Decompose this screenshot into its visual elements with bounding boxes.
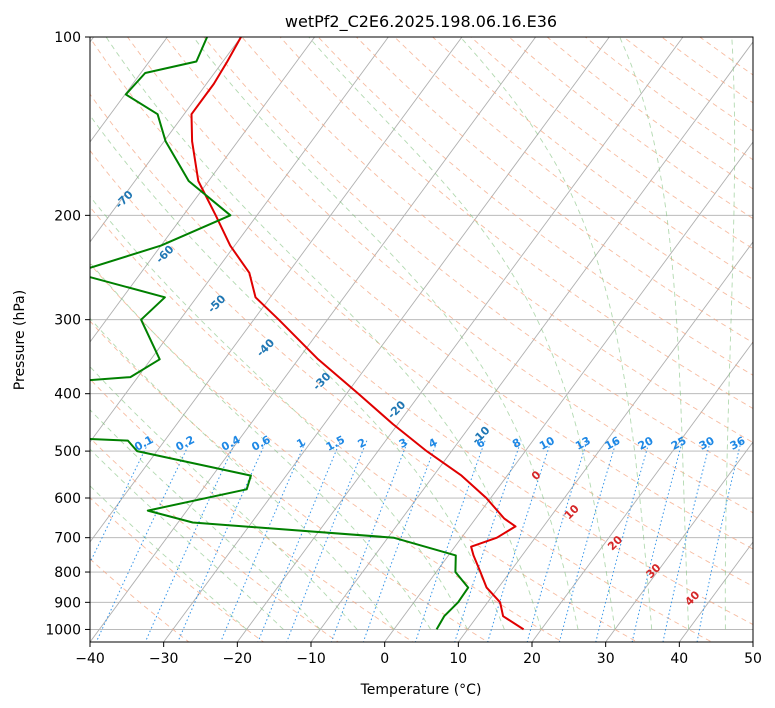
y-tick-label: 700 (54, 531, 81, 547)
x-tick-label: 50 (744, 651, 762, 667)
dry-adiabat (165, 37, 753, 514)
dry-adiabat (90, 93, 753, 626)
dry-adiabat (279, 37, 753, 410)
x-tick-label: 10 (449, 651, 467, 667)
isotherm (384, 141, 753, 642)
x-axis: −40 −30 −20 −10 0 10 20 30 40 50 (75, 642, 762, 667)
isotherm (90, 37, 168, 143)
dewpoint-profile (90, 37, 470, 630)
mixing-ratio-line (95, 440, 192, 642)
mixing-ratio-line (177, 440, 267, 642)
moist-adiabat (619, 37, 690, 630)
y-tick-label: 300 (54, 313, 81, 329)
x-tick-label: 30 (597, 651, 615, 667)
x-tick-label: −20 (223, 651, 253, 667)
mixing-ratio-label: 36 (728, 434, 748, 453)
y-tick-label: 400 (54, 387, 81, 403)
y-tick-label: 200 (54, 208, 81, 224)
y-tick-label: 100 (54, 30, 81, 46)
mixing-ratio-label: 16 (603, 434, 623, 453)
x-tick-label: 40 (670, 651, 688, 667)
moist-adiabat (105, 37, 542, 630)
x-axis-label: Temperature (°C) (360, 682, 482, 698)
moist-adiabat (460, 37, 653, 630)
mixing-ratio-line (487, 440, 552, 642)
isotherm (90, 37, 537, 642)
moist-adiabat (90, 366, 358, 630)
mixing-ratio-line (220, 440, 307, 642)
y-axis: 100 200 300 400 500 600 700 800 900 1000 (45, 30, 90, 638)
mixing-ratio-line (631, 440, 684, 642)
mixing-ratio-line (595, 440, 650, 642)
isotherm (605, 441, 753, 642)
dry-adiabat (90, 437, 339, 642)
mixing-ratio-line (414, 440, 486, 642)
dry-adiabat (90, 206, 638, 642)
dry-adiabat (203, 37, 753, 478)
mixing-ratio-line (558, 440, 617, 642)
y-axis-label: Pressure (hPa) (12, 290, 28, 390)
mixing-ratio-line (144, 440, 237, 642)
mixing-ratio-label: 13 (573, 434, 593, 453)
isotherm (90, 37, 389, 443)
dry-adiabat (355, 37, 753, 344)
moist-adiabat (308, 37, 616, 630)
mixing-ratio-line (90, 440, 150, 564)
mixing-ratio-line (526, 440, 588, 642)
dry-adiabat (90, 149, 713, 642)
x-tick-label: 20 (523, 651, 541, 667)
mixing-ratio-label: 10 (537, 434, 557, 453)
moist-adiabat (90, 261, 432, 630)
chart-title: wetPf2_C2E6.2025.198.06.16.E36 (285, 12, 557, 32)
moist-adiabat (724, 37, 736, 630)
isotherm (90, 37, 316, 343)
moist-adiabat (192, 37, 579, 630)
y-tick-label: 900 (54, 595, 81, 611)
y-tick-label: 800 (54, 565, 81, 581)
moist-adiabat (90, 448, 284, 630)
dry-adiabat (90, 263, 564, 642)
x-tick-label: −10 (296, 651, 326, 667)
mixing-ratio-line (257, 440, 341, 642)
dry-adiabat (126, 37, 753, 550)
plot-frame (89, 36, 754, 643)
isotherm (678, 541, 753, 642)
moist-adiabat (90, 195, 468, 630)
x-tick-label: −40 (75, 651, 105, 667)
isotherm (310, 41, 753, 642)
y-tick-label: 1000 (45, 622, 81, 638)
mixing-ratio-label: 20 (636, 434, 656, 453)
isotherm (90, 37, 463, 543)
isotherm (90, 37, 242, 243)
y-tick-label: 600 (54, 491, 81, 507)
mixing-ratio-label: 30 (697, 434, 717, 453)
x-tick-label: 0 (380, 651, 389, 667)
isotherm (457, 241, 753, 642)
x-tick-label: −30 (149, 651, 179, 667)
mixing-ratio-label: 25 (669, 434, 689, 453)
isotherm (236, 37, 684, 642)
temperature-profile (190, 37, 525, 631)
y-tick-label: 500 (54, 444, 81, 460)
